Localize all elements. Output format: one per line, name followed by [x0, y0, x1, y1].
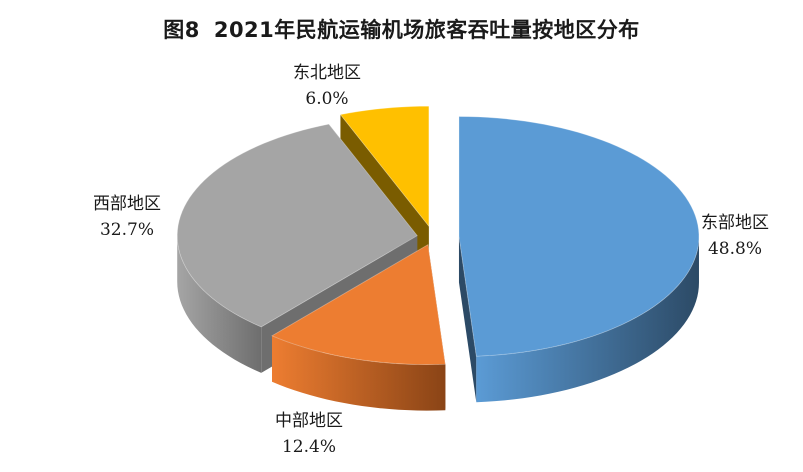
label-east-value: 48.8%: [707, 239, 762, 259]
label-west-name: 西部地区: [93, 194, 161, 214]
pie-rim-west: [177, 235, 262, 373]
pie-slice-central: [271, 243, 446, 411]
label-northeast-value: 6.0%: [305, 89, 349, 109]
label-west-value: 32.7%: [99, 220, 154, 240]
pie-rim-east: [476, 236, 699, 403]
figure-number: 图8: [163, 18, 200, 42]
pie-wall-east-1: [458, 236, 477, 403]
label-northeast-name: 东北地区: [293, 63, 361, 83]
pie-slice-east: [458, 116, 700, 403]
label-central-name: 中部地区: [275, 411, 343, 431]
label-east: 东部地区 48.8%: [680, 210, 790, 262]
label-northeast: 东北地区 6.0%: [272, 60, 382, 112]
pie-top-central: [271, 243, 446, 366]
label-east-name: 东部地区: [701, 213, 769, 233]
pie-top-northeast: [339, 105, 430, 228]
label-west: 西部地区 32.7%: [72, 191, 182, 243]
label-central: 中部地区 12.4%: [254, 408, 364, 460]
pie-rim-central: [272, 335, 446, 411]
chart-title: 图8 2021年民航运输机场旅客吞吐量按地区分布: [0, 14, 803, 44]
pie-top-west: [176, 123, 418, 328]
pie-top-east: [458, 116, 700, 357]
label-central-value: 12.4%: [281, 437, 336, 457]
title-text: 2021年民航运输机场旅客吞吐量按地区分布: [213, 18, 640, 42]
